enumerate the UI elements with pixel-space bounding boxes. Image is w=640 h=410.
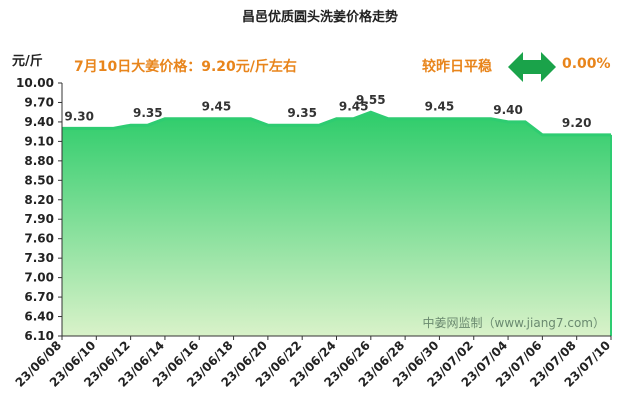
price-line — [62, 110, 611, 137]
data-label: 9.35 — [287, 106, 317, 120]
y-tick-label: 7.00 — [24, 271, 54, 285]
data-label: 9.40 — [493, 103, 523, 117]
chart-title: 昌邑优质圆头洗姜价格走势 — [241, 10, 398, 25]
y-tick-label: 6.10 — [24, 329, 54, 343]
y-tick-label: 9.70 — [24, 95, 54, 109]
data-label: 9.35 — [133, 106, 163, 120]
y-tick-label: 9.10 — [24, 134, 54, 148]
watermark: 中姜网监制（www.jiang7.com） — [423, 315, 605, 330]
data-label: 9.30 — [64, 109, 94, 123]
y-tick-label: 7.90 — [24, 212, 54, 226]
y-axis-unit: 元/斤 — [12, 54, 43, 69]
price-headline: 7月10日大姜价格：9.20元/斤左右 — [74, 59, 297, 75]
data-label: 9.45 — [425, 100, 455, 114]
double-arrow-icon — [508, 52, 556, 82]
y-tick-label: 7.30 — [24, 251, 54, 265]
y-tick-label: 8.20 — [24, 193, 54, 207]
area-fill — [62, 112, 611, 336]
data-label: 9.45 — [202, 100, 232, 114]
y-tick-label: 8.50 — [24, 173, 54, 187]
y-tick-label: 9.40 — [24, 115, 54, 129]
change-value: 0.00% — [562, 56, 611, 72]
compare-label: 较昨日平稳 — [422, 59, 492, 75]
y-tick-label: 7.60 — [24, 232, 54, 246]
y-tick-label: 8.80 — [24, 154, 54, 168]
y-tick-label: 10.00 — [16, 76, 54, 90]
data-label: 9.55 — [356, 93, 386, 107]
y-tick-label: 6.70 — [24, 290, 54, 304]
data-label: 9.45 — [339, 100, 369, 114]
data-label: 9.20 — [562, 116, 592, 130]
y-tick-label: 6.40 — [24, 310, 54, 324]
